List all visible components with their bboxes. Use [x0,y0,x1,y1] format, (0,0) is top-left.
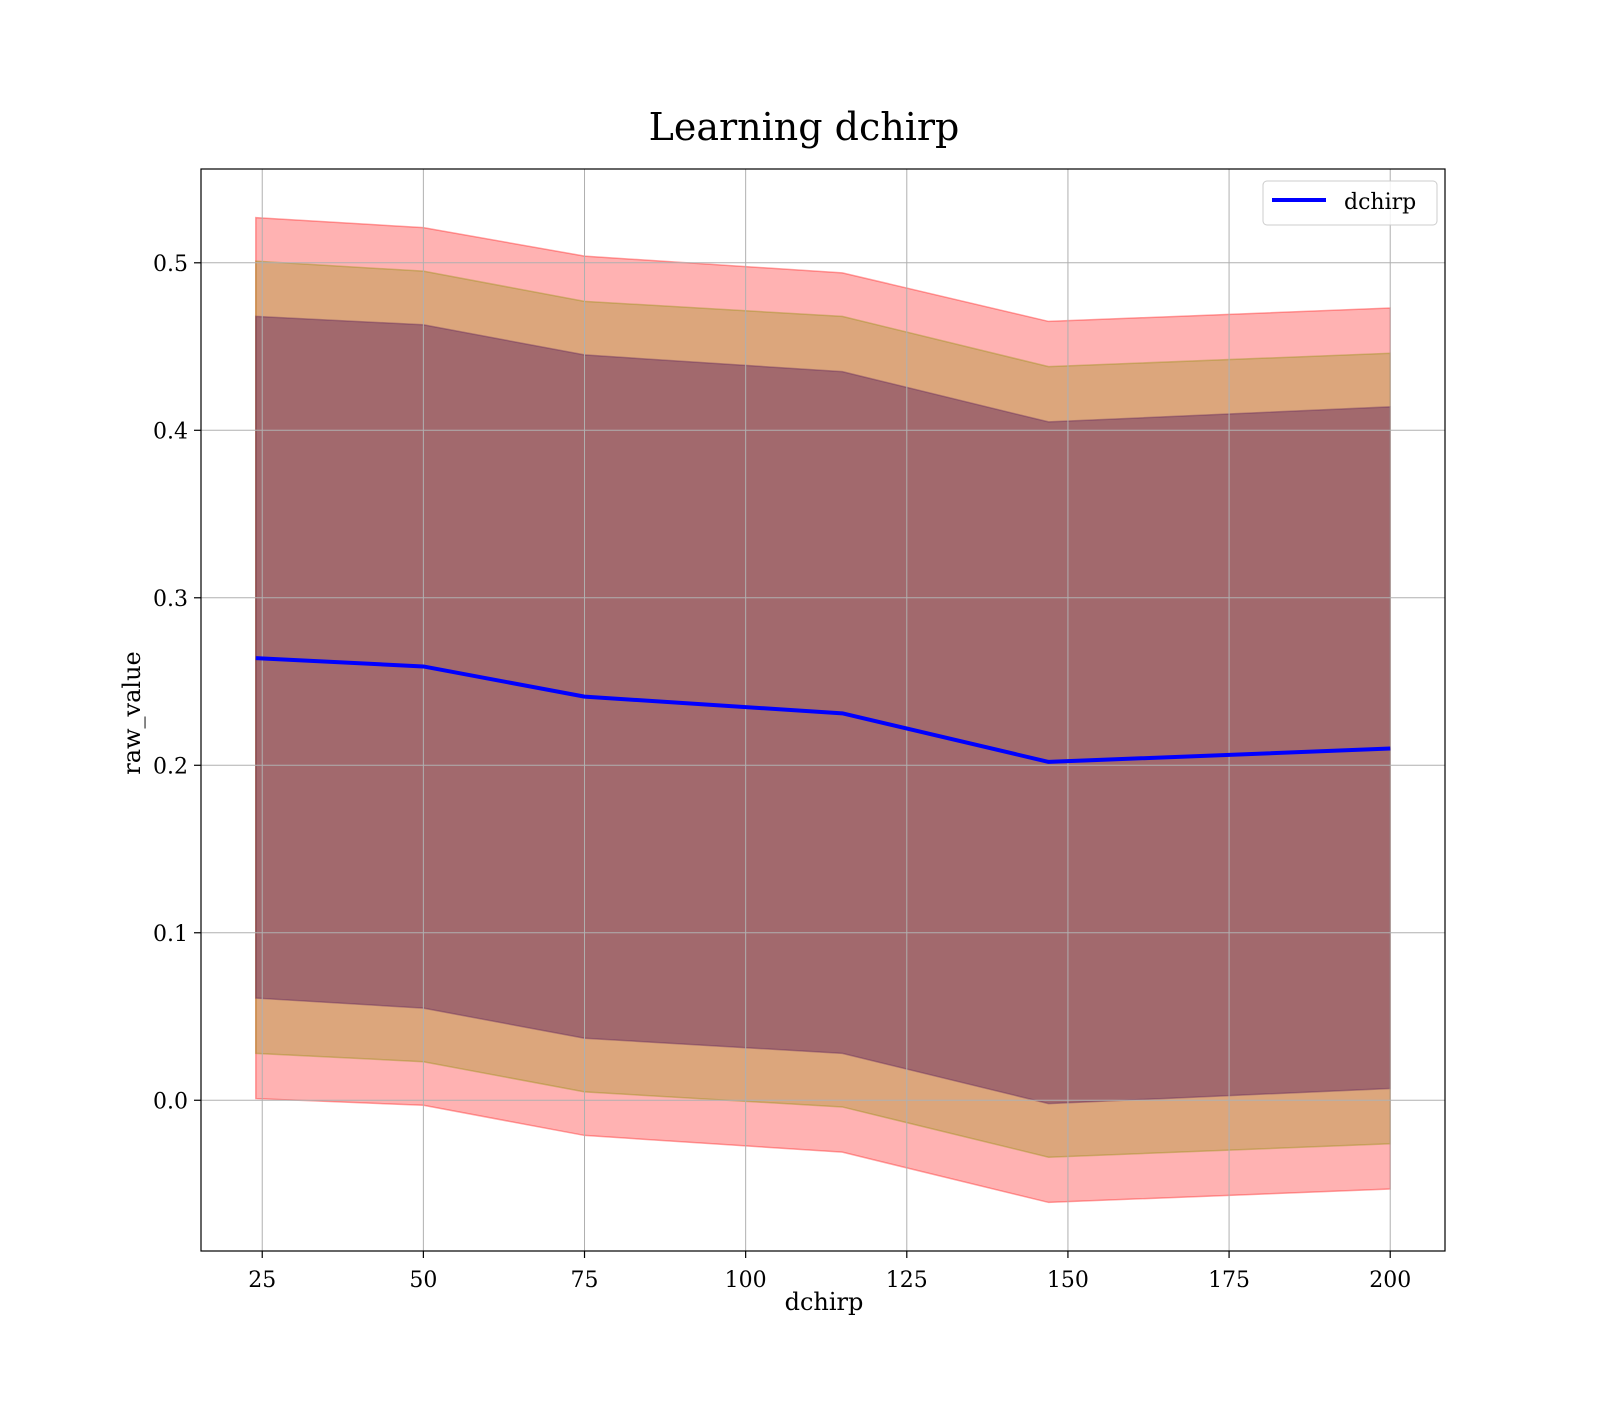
x-axis-label: dchirp [785,1288,864,1316]
x-tick-label: 50 [409,1268,437,1293]
bands-layer [256,218,1390,1203]
y-axis-ticks: 0.0 0.1 0.2 0.3 0.4 0.5 [153,252,201,1114]
y-tick-label: 0.1 [153,922,188,947]
chart-title: Learning dchirp [649,105,960,149]
y-axis-label: raw_value [118,651,146,775]
confidence-band-3 [256,316,1390,1103]
legend: dchirp [1263,181,1437,225]
y-tick-label: 0.0 [153,1089,188,1114]
x-tick-label: 150 [1047,1268,1089,1293]
y-tick-label: 0.3 [153,587,188,612]
x-tick-label: 100 [725,1268,767,1293]
y-tick-label: 0.5 [153,252,188,277]
x-tick-label: 25 [248,1268,276,1293]
x-axis-ticks: 25 50 75 100 125 150 175 200 [248,1251,1411,1293]
x-tick-label: 125 [886,1268,928,1293]
y-tick-label: 0.2 [153,754,188,779]
y-tick-label: 0.4 [153,419,188,444]
x-tick-label: 75 [571,1268,599,1293]
legend-label-dchirp: dchirp [1344,190,1416,215]
x-tick-label: 200 [1369,1268,1411,1293]
x-tick-label: 175 [1208,1268,1250,1293]
